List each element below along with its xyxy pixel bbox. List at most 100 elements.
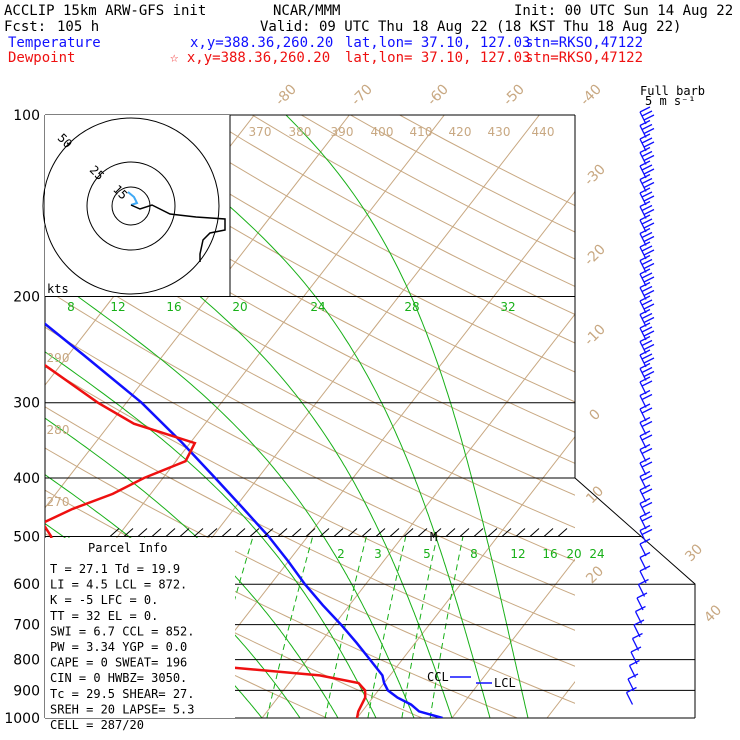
wind-barb-flag [636,592,648,599]
hatch-mark [165,528,176,537]
wind-barb-flag [641,474,653,482]
wind-barb-flag [639,524,651,532]
valid-time: Valid: 09 UTC Thu 18 Aug 22 (18 KST Thu … [260,19,682,35]
wind-barb-flag [639,565,651,572]
ccl-marker: CCL [427,670,449,684]
wind-barb-flag [643,222,655,229]
theta-label: 370 [249,125,272,139]
dry-adiabat-line [45,365,575,631]
hatch-mark [473,528,484,537]
wind-barb [639,489,647,503]
wind-barb-flag [641,461,653,468]
hatch-mark [221,528,232,537]
wind-barb-flag [627,673,639,680]
hatch-mark [319,528,330,537]
hatch-mark [123,528,134,537]
temperature-line [45,322,443,718]
wind-barb [639,300,647,314]
parcel-info-row: Tc = 29.5 SHEAR= 27. [50,687,195,701]
wind-barb [639,462,647,476]
parcel-info-row: CELL = 287/20 [50,718,144,732]
wind-barb-flag [635,605,646,613]
dewpoint-xy: ☆ x,y=388.36,260.20 [170,50,331,66]
theta-label: 280 [47,423,70,437]
hatch-mark [361,528,372,537]
theta-label: 270 [47,495,70,509]
wind-barb-flag [641,447,653,455]
dry-adiabat-line [350,115,575,233]
wind-barb-flag [641,204,653,212]
wind-barb-flag [639,119,651,127]
wind-barb-flag [643,262,655,270]
mixing-ratio-label: 12 [510,547,525,561]
isotherm-label: -80 [272,81,299,108]
isotherm-label: 30 [682,541,706,565]
wind-barb-flag [639,443,651,451]
wind-barb-flag [643,141,655,148]
dry-adiabat-line [45,177,575,464]
isotherm-line [45,115,350,509]
hatch-mark [235,528,246,537]
wind-barb [639,125,647,138]
theta-label: 440 [532,125,555,139]
mixing-ratio-label: 8 [470,547,478,561]
wind-barb-flag [633,619,645,626]
wind-barb-flag [641,515,653,522]
temperature-legend: Temperature [8,35,101,51]
wind-barb-flag [639,551,651,559]
hodograph-ring-50 [42,117,220,295]
pressure-label-800: 800 [13,653,40,669]
wind-barb [639,516,647,530]
theta-labels: 370 380 390 400 410 420 430 440 290 280 270 [47,125,555,509]
mixing-ratio-line [367,536,407,718]
parcel-info-row: T = 27.1 Td = 19.9 [50,562,180,576]
pressure-label-500: 500 [13,529,40,545]
barb-legend-line2: 5 m s⁻¹ [645,94,696,108]
isotherm-line [356,435,575,718]
wind-barb-flag [643,276,655,283]
wind-barb-flag [641,326,653,333]
wind-barb-flag [639,241,651,248]
wind-barb-flag [641,258,653,266]
wind-barb-flag [643,208,655,216]
wind-barb [639,246,647,260]
parcel-info-row: PW = 3.34 YGP = 0.0 [50,640,187,654]
wind-barb [639,476,647,489]
hatch-mark [375,528,386,537]
dry-adiabat-line [45,406,575,667]
wind-barbs: Full barb 5 m s⁻¹ [625,84,705,705]
wind-barb [639,219,647,233]
wind-barb [639,206,647,219]
hatch-mark [291,528,302,537]
wind-barb [639,557,647,570]
forecast-label: Fcst: [4,19,47,35]
hatch-mark [193,528,204,537]
hatch-mark [333,528,344,537]
wind-barb-flag [632,632,643,640]
theta-label: 390 [331,125,354,139]
pressure-label-200: 200 [13,290,40,306]
wind-barb-flag [643,127,655,135]
hodograph-trace-low [127,191,139,206]
mixing-ratio-label: 12 [110,300,125,314]
dry-adiabat-line [45,447,575,704]
isotherm-label: -10 [581,321,608,348]
isotherm-line [166,190,575,718]
wind-barb-flag [641,177,653,185]
wind-barb-flag [643,235,655,243]
parcel-info-box: Parcel Info T = 27.1 Td = 19.9 LI = 4.5 L… [45,538,235,732]
hatch-mark [151,528,162,537]
wind-barb-flag [643,330,655,337]
theta-label: 410 [410,125,433,139]
wind-barb [639,530,647,543]
wind-barb-flag [641,393,653,401]
wind-barb [639,260,647,273]
wind-barb-flag [641,110,653,117]
mixing-ratio-line [401,536,438,718]
wind-barb-flag [641,272,653,279]
mixing-ratio-label: 20 [566,547,581,561]
wind-barb [639,422,647,435]
wind-barb-flag [643,370,655,378]
pressure-label-1000: 1000 [4,711,40,727]
